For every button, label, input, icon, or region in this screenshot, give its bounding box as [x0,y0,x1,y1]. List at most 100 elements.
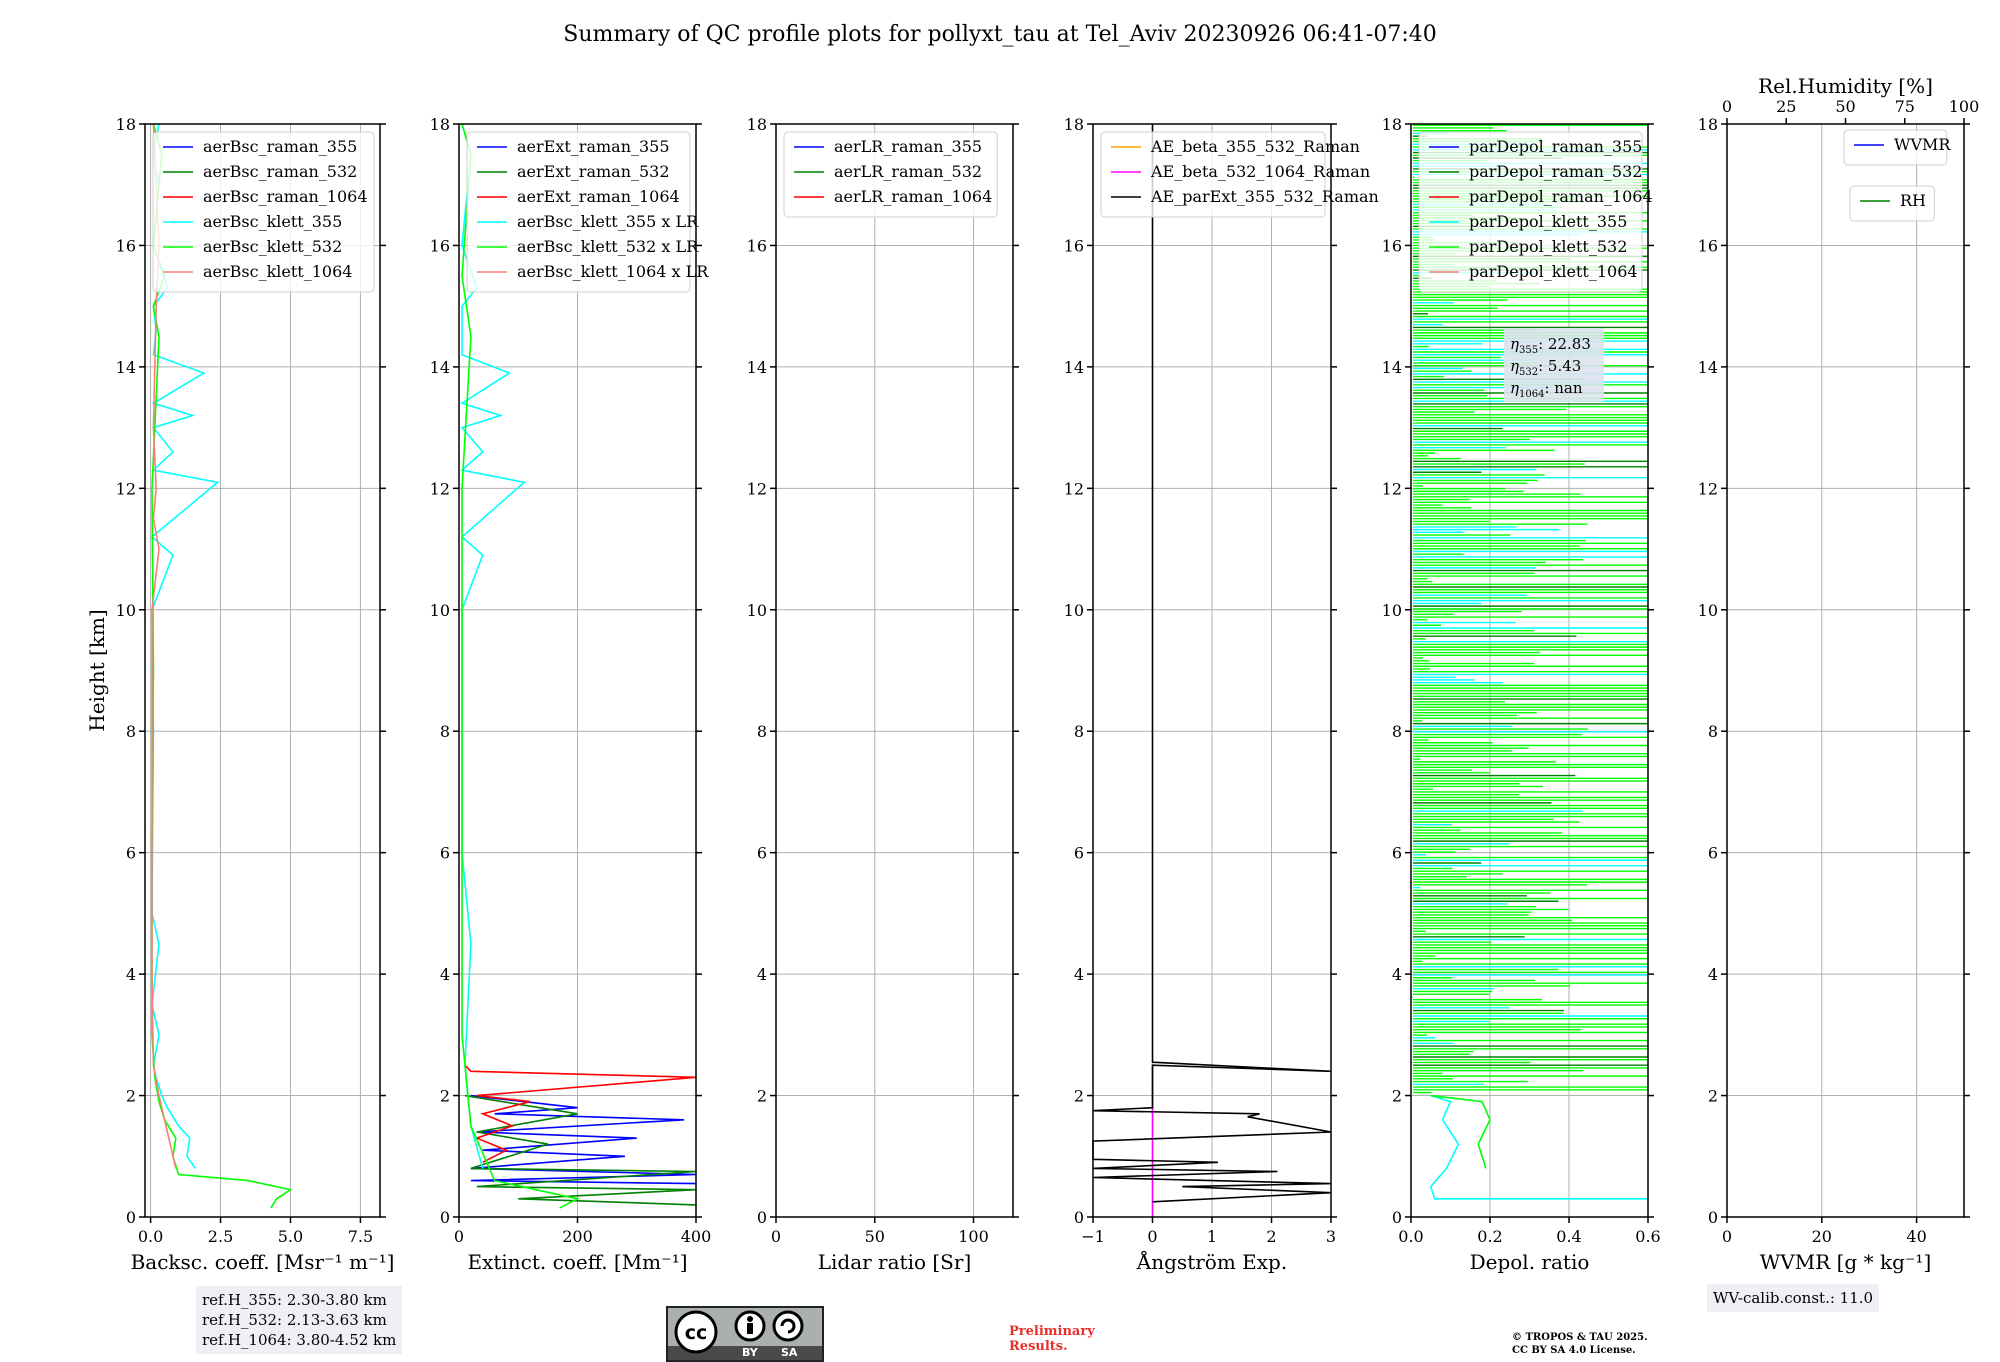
legend: WVMR [1843,129,1951,166]
legend-frame [466,131,691,293]
legend-label: aerBsc_klett_1064 [203,262,352,281]
legend-frame [1849,185,1935,222]
legend-label: AE_parExt_355_532_Raman [1150,187,1379,206]
legend-label: aerBsc_klett_355 [203,212,342,231]
cc-license-badge: cc BY SA [666,1306,824,1362]
ytick-label: 4 [1708,965,1718,984]
xtick-label: 50 [865,1227,885,1246]
xtick-label: 2.5 [208,1227,233,1246]
legend-label: aerExt_raman_532 [517,162,670,181]
legend-label: parDepol_raman_355 [1469,137,1642,156]
xtick-label: 200 [562,1227,593,1246]
legend-label: aerBsc_klett_355 x LR [517,212,699,231]
legend-label: aerLR_raman_1064 [834,187,992,206]
xtick-label: 0 [1147,1227,1157,1246]
ytick-label: 18 [430,115,450,134]
ytick-label: 12 [1382,479,1402,498]
legend-label: parDepol_raman_1064 [1469,187,1653,206]
x-axis-label: WVMR [g * kg⁻¹] [1760,1250,1932,1274]
series-aerBsc_klett_532 x LR [461,123,580,1209]
ytick-label: 18 [1064,115,1084,134]
ytick-label: 2 [126,1087,136,1106]
ytick-label: 10 [430,601,450,620]
ytick-label: 6 [1074,844,1084,863]
xtick-label: 0.0 [138,1227,163,1246]
y-axis-label: Height [km] [85,609,109,731]
ytick-label: 18 [1698,115,1718,134]
ytick-label: 14 [1698,358,1718,377]
ytick-label: 8 [1708,722,1718,741]
legend-label: AE_beta_532_1064_Raman [1150,162,1370,181]
ytick-label: 6 [440,844,450,863]
xtick-label: 0.6 [1635,1227,1660,1246]
axes-frame [144,123,381,1218]
legend-label: aerBsc_klett_532 x LR [517,237,699,256]
legend-label: RH [1900,191,1926,210]
ytick-label: 14 [1382,358,1402,377]
wv-calib-box: WV-calib.const.: 11.0 [1707,1284,1880,1312]
series-aerExt_raman_1064 [464,1064,697,1164]
ytick-label: 14 [116,358,136,377]
x-axis-label: Extinct. coeff. [Mm⁻¹] [467,1250,687,1274]
ytick-label: 4 [1392,965,1402,984]
legend-label: parDepol_raman_532 [1469,162,1642,181]
xtick-label: 3 [1326,1227,1336,1246]
ytick-label: 8 [1392,722,1402,741]
ytick-label: 6 [126,844,136,863]
ytick-label: 4 [757,965,767,984]
ytick-label: 12 [747,479,767,498]
ytick-label: 10 [1698,601,1718,620]
legend-label: aerBsc_klett_1064 x LR [517,262,709,281]
ytick-label: 16 [1698,236,1718,255]
xtick-label: 2 [1266,1227,1276,1246]
xtick-label: 400 [681,1227,712,1246]
ytick-label: 10 [1064,601,1084,620]
ytick-label: 8 [1074,722,1084,741]
x2tick-label: 0 [1722,97,1732,116]
legend: parDepol_raman_355 parDepol_raman_532 parD… [1418,131,1653,293]
annotation-line: η1064: nan [1510,379,1583,400]
x2tick-label: 50 [1835,97,1855,116]
ytick-label: 4 [440,965,450,984]
x2tick-label: 75 [1895,97,1915,116]
panel-1: 0 2 4 6 8 10 12 14 16 18 0.0 2.5 5.0 7.5 Backsc. coeff… [85,115,394,1274]
legend-rh: RH [1849,185,1935,222]
ytick-label: 16 [1382,236,1402,255]
legend-frame [1100,131,1326,218]
legend-label: aerBsc_raman_355 [203,137,357,156]
ytick-label: 2 [440,1087,450,1106]
axes-frame [1726,123,1965,1218]
annotation-line: η532: 5.43 [1510,357,1581,378]
x-axis-label: Depol. ratio [1470,1250,1590,1274]
legend: aerLR_raman_355 aerLR_raman_532 aerLR_rama… [783,131,998,218]
x-axis-label: Ångström Exp. [1136,1249,1287,1274]
legend-frame [783,131,998,218]
ytick-label: 10 [116,601,136,620]
legend-label: parDepol_klett_1064 [1469,262,1638,281]
xtick-label: 0 [454,1227,464,1246]
ytick-label: 0 [126,1208,136,1227]
legend: aerBsc_raman_355 aerBsc_raman_532 aerBsc_r… [152,131,375,293]
ytick-label: 8 [126,722,136,741]
legend-label: aerBsc_klett_532 [203,237,342,256]
annotation-line: η355: 22.83 [1510,335,1591,356]
reference-heights-box: ref.H_355: 2.30-3.80 km ref.H_532: 2.13-… [196,1286,403,1354]
axes-frame [775,123,1014,1218]
ytick-label: 4 [1074,965,1084,984]
ytick-label: 8 [757,722,767,741]
ytick-label: 12 [430,479,450,498]
x2-axis-label: Rel.Humidity [%] [1758,74,1933,98]
cc-icon: cc [674,1310,804,1354]
ytick-label: 0 [440,1208,450,1227]
xtick-label: 0 [1722,1227,1732,1246]
preliminary-line2: Results. [1009,1339,1068,1354]
ytick-label: 16 [430,236,450,255]
ytick-label: 6 [1392,844,1402,863]
figure-title: Summary of QC profile plots for pollyxt_… [563,22,1437,47]
ytick-label: 6 [757,844,767,863]
x2tick-label: 100 [1949,97,1980,116]
panel-5: 0 2 4 6 8 10 12 14 16 18 0.0 0.2 0.4 0.6 Depol. ratio p… [1382,115,1661,1274]
